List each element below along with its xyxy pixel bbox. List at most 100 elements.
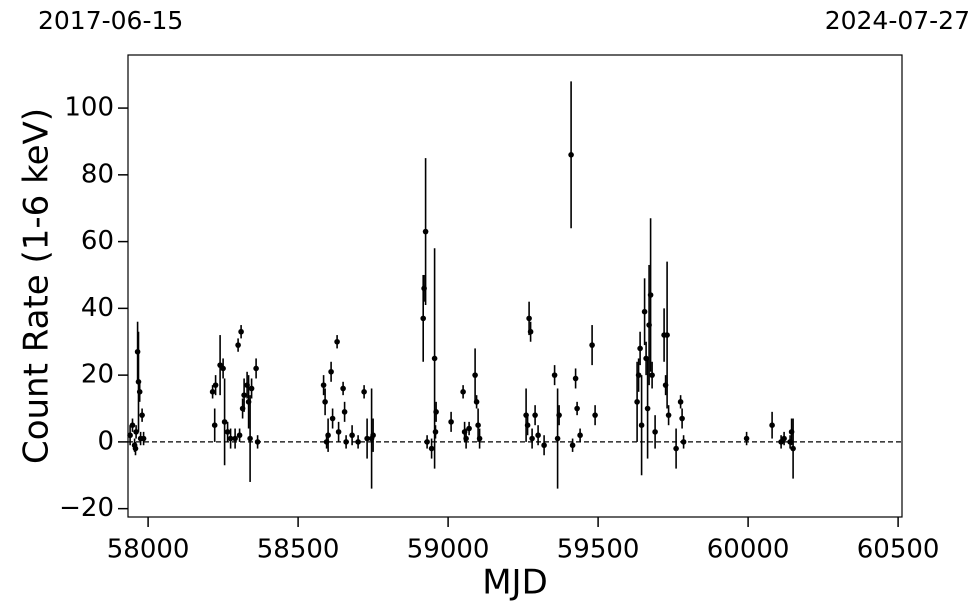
data-point xyxy=(664,332,670,338)
data-point xyxy=(320,382,327,388)
data-point xyxy=(781,435,787,442)
data-point xyxy=(432,429,439,435)
top-left-label: 2017-06-15 xyxy=(38,6,183,35)
data-point xyxy=(132,445,139,452)
y-tick-label: 60 xyxy=(81,226,114,256)
y-tick-label: 40 xyxy=(81,293,114,323)
data-point xyxy=(572,375,579,382)
data-point xyxy=(652,429,658,435)
data-point xyxy=(235,342,241,348)
data-point xyxy=(340,385,346,392)
data-point xyxy=(529,435,535,442)
x-tick-label: 59000 xyxy=(407,535,490,565)
data-point xyxy=(431,355,438,362)
data-point xyxy=(136,389,143,395)
data-point xyxy=(554,435,561,442)
data-point xyxy=(212,382,219,388)
data-point xyxy=(433,409,439,415)
data-point xyxy=(127,432,133,439)
data-point xyxy=(343,439,349,445)
y-axis-label: Count Rate (1-6 keV) xyxy=(17,108,57,464)
data-point xyxy=(370,432,376,439)
data-point xyxy=(680,439,687,445)
data-point xyxy=(227,435,234,442)
data-point xyxy=(589,342,595,348)
data-point xyxy=(524,422,531,429)
data-point xyxy=(556,412,562,418)
data-point xyxy=(221,419,228,425)
data-point xyxy=(541,442,547,449)
data-point xyxy=(466,425,472,432)
data-point xyxy=(574,405,580,412)
y-tick-label: −20 xyxy=(59,493,114,523)
data-point xyxy=(679,415,685,422)
data-point xyxy=(677,399,684,405)
data-point xyxy=(422,228,429,235)
data-point xyxy=(527,328,534,335)
data-point xyxy=(140,435,147,442)
data-point xyxy=(568,152,574,158)
data-point xyxy=(665,412,672,418)
data-point xyxy=(647,292,654,298)
y-tick-label: 20 xyxy=(81,360,114,390)
data-point xyxy=(551,372,558,378)
x-tick-label: 60500 xyxy=(857,535,940,565)
data-point xyxy=(364,435,370,442)
data-point xyxy=(569,442,576,449)
data-point xyxy=(211,422,218,429)
plot-frame xyxy=(127,54,903,518)
data-point xyxy=(341,409,348,415)
x-tick-label: 59500 xyxy=(557,535,640,565)
top-right-label: 2024-07-27 xyxy=(825,6,970,35)
y-tick-label: 80 xyxy=(81,159,114,189)
data-point xyxy=(328,368,334,375)
data-point xyxy=(355,439,361,445)
data-point xyxy=(638,422,645,429)
data-point xyxy=(220,365,226,372)
data-point xyxy=(349,432,355,439)
data-point xyxy=(133,429,139,435)
y-tick-label: 0 xyxy=(97,426,114,456)
data-point xyxy=(334,338,340,345)
data-point xyxy=(769,422,775,429)
data-point xyxy=(577,432,583,439)
data-point xyxy=(129,422,136,429)
data-point xyxy=(139,412,145,418)
x-tick-label: 60000 xyxy=(707,535,790,565)
data-point xyxy=(460,389,466,395)
data-point xyxy=(532,412,538,418)
data-point xyxy=(790,445,796,452)
data-point xyxy=(635,372,642,378)
data-point xyxy=(361,389,367,395)
data-point xyxy=(673,445,679,452)
data-point xyxy=(420,315,427,322)
data-point xyxy=(322,399,328,405)
data-point xyxy=(644,405,651,412)
data-point xyxy=(526,315,532,322)
data-point xyxy=(592,412,598,418)
data-point xyxy=(329,415,336,422)
data-point xyxy=(649,372,655,378)
data-point xyxy=(472,372,478,378)
y-tick-label: 100 xyxy=(64,93,114,123)
data-point xyxy=(209,389,216,395)
data-point xyxy=(248,385,255,392)
data-point xyxy=(473,399,480,405)
x-tick-label: 58000 xyxy=(107,535,190,565)
data-point xyxy=(428,445,435,452)
data-point xyxy=(637,345,643,352)
data-point xyxy=(325,432,331,439)
data-point xyxy=(448,419,454,425)
data-point xyxy=(134,348,141,355)
data-point xyxy=(238,328,244,335)
data-point xyxy=(463,435,469,442)
data-point xyxy=(641,308,648,315)
data-point xyxy=(254,439,261,445)
x-axis-label: MJD xyxy=(482,563,548,603)
data-point xyxy=(253,365,259,372)
data-point xyxy=(535,432,541,439)
data-point xyxy=(335,429,342,435)
data-point xyxy=(236,432,243,439)
data-point xyxy=(241,392,247,398)
